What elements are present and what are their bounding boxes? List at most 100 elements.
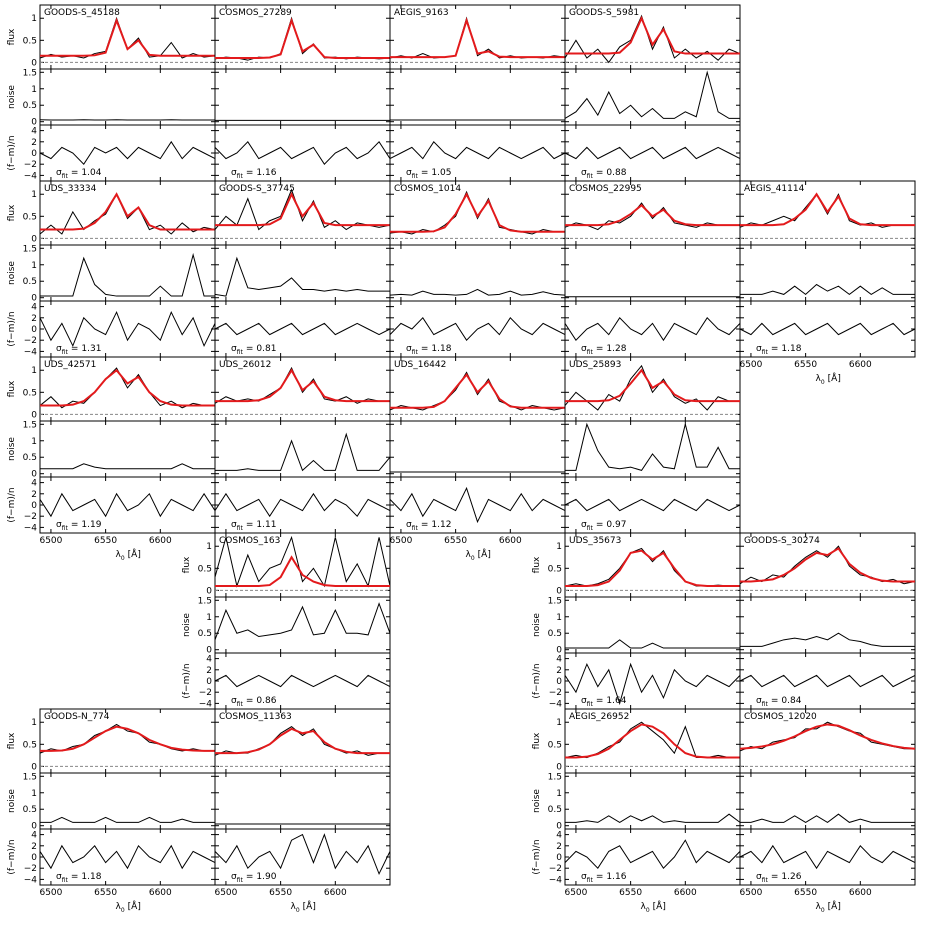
- sigma-value: 1.16: [256, 168, 276, 178]
- y-tick-label: 0.5: [23, 805, 37, 815]
- sigma-equals: =: [421, 520, 429, 530]
- noise-line: [390, 289, 565, 295]
- y-axis-label: noise: [182, 613, 192, 637]
- flux-line: [565, 548, 740, 586]
- residual-line: [565, 318, 740, 340]
- y-axis-label: (f−m)/n: [532, 839, 542, 874]
- panel-frame: [40, 69, 215, 125]
- y-tick-label: 0: [31, 234, 37, 244]
- y-tick-label: 1: [31, 190, 37, 200]
- residual-line: [740, 323, 915, 334]
- sigma-equals: =: [71, 168, 79, 178]
- residual-line: [40, 846, 215, 868]
- sigma-subscript: fit: [587, 349, 594, 356]
- y-tick-label: 1.5: [548, 596, 562, 606]
- flux-line: [390, 192, 565, 234]
- noise-line: [40, 464, 215, 469]
- sigma-subscript: fit: [62, 173, 69, 180]
- y-tick-label: 0.5: [23, 36, 37, 46]
- sigma-label: σfit=1.19: [56, 520, 102, 532]
- y-tick-label: 0: [31, 149, 37, 159]
- residual-line: [215, 494, 390, 516]
- sigma-value: 0.97: [606, 520, 626, 530]
- noise-line: [40, 255, 215, 296]
- sigma-subscript: fit: [237, 525, 244, 532]
- sigma-subscript: fit: [62, 877, 69, 884]
- noise-line: [565, 72, 740, 118]
- y-tick-label: 1.5: [23, 68, 37, 78]
- y-tick-label: 1: [31, 789, 37, 799]
- y-axis-label: (f−m)/n: [7, 487, 17, 522]
- x-axis-label: λ0[Å]: [466, 548, 491, 562]
- y-tick-label: 0.5: [198, 564, 212, 574]
- residual-line: [215, 323, 390, 334]
- sigma-subscript: fit: [237, 349, 244, 356]
- y-tick-label: 0.5: [23, 453, 37, 463]
- panel-frame: [390, 69, 565, 125]
- panel-frame: [565, 773, 740, 829]
- sigma-label: σfit=1.31: [56, 344, 101, 356]
- y-axis-label: noise: [532, 613, 542, 637]
- x-label-subscript: 0: [296, 907, 300, 914]
- panel-frame: [565, 421, 740, 477]
- y-axis-label: flux: [7, 28, 17, 45]
- y-tick-label: 4: [31, 303, 37, 313]
- sigma-equals: =: [246, 520, 254, 530]
- sigma-equals: =: [246, 168, 254, 178]
- y-tick-label: 1.5: [23, 772, 37, 782]
- x-tick-label: 6600: [149, 888, 172, 898]
- y-tick-label: 0.5: [548, 805, 562, 815]
- noise-line: [215, 604, 390, 640]
- y-tick-label: 1: [556, 613, 562, 623]
- x-tick-label: 6550: [94, 536, 117, 546]
- panel-frame: [215, 245, 390, 301]
- sigma-subscript: fit: [587, 173, 594, 180]
- object-name: UDS_35673: [569, 536, 621, 546]
- y-axis-label: flux: [7, 732, 17, 749]
- sigma-equals: =: [421, 168, 429, 178]
- x-axis-label: λ0[Å]: [816, 900, 841, 914]
- sigma-label: σfit=1.11: [231, 520, 276, 532]
- y-tick-label: 1.5: [548, 772, 562, 782]
- sigma-subscript: fit: [762, 349, 769, 356]
- y-tick-label: 0: [206, 677, 212, 687]
- model-line: [565, 370, 740, 401]
- sigma-label: σfit=1.12: [406, 520, 451, 532]
- y-tick-label: 0: [556, 677, 562, 687]
- x-tick-label: 6500: [564, 888, 587, 898]
- y-axis-label: (f−m)/n: [532, 663, 542, 698]
- object-name: AEGIS_41114: [744, 184, 805, 194]
- y-tick-label: 2: [31, 842, 37, 852]
- residual-line: [565, 499, 740, 510]
- y-tick-label: 1: [556, 542, 562, 552]
- y-axis-label: noise: [7, 789, 17, 813]
- model-line: [740, 724, 915, 748]
- x-tick-label: 6600: [149, 536, 172, 546]
- noise-line: [40, 817, 215, 822]
- y-axis-label: (f−m)/n: [7, 311, 17, 346]
- y-tick-label: 0: [206, 586, 212, 596]
- y-tick-label: 0: [31, 853, 37, 863]
- model-line: [215, 370, 390, 401]
- sigma-label: σfit=0.88: [581, 168, 627, 180]
- object-name: GOODS-S_37745: [219, 184, 295, 194]
- y-tick-label: −2: [549, 864, 562, 874]
- model-line: [565, 205, 740, 225]
- x-label-unit: [Å]: [478, 548, 491, 560]
- residual-line: [40, 312, 215, 346]
- x-tick-label: 6550: [269, 888, 292, 898]
- sigma-value: 1.26: [781, 872, 801, 882]
- residual-line: [565, 840, 740, 868]
- noise-line: [740, 633, 915, 646]
- sigma-value: 1.11: [256, 520, 276, 530]
- x-label-unit: [Å]: [128, 900, 141, 912]
- y-tick-label: 0.5: [548, 740, 562, 750]
- sigma-value: 0.86: [256, 696, 276, 706]
- model-line: [215, 20, 390, 58]
- y-tick-label: 1: [31, 261, 37, 271]
- panel-frame: [215, 773, 390, 829]
- x-tick-label: 6600: [849, 888, 872, 898]
- y-axis-label: flux: [182, 556, 192, 573]
- y-tick-label: 1: [556, 789, 562, 799]
